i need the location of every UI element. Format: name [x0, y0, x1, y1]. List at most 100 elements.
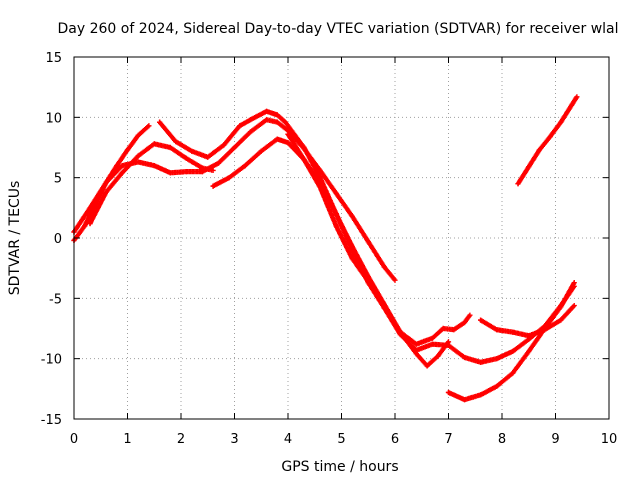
y-tick-label: -10: [41, 353, 62, 368]
data-point: [333, 190, 339, 196]
data-point: [571, 302, 577, 309]
data-point: [381, 264, 387, 270]
data-point: [210, 167, 216, 174]
data-point: [413, 347, 419, 353]
data-point: [547, 134, 553, 140]
x-tick-label: 10: [601, 432, 618, 447]
data-point: [183, 155, 189, 161]
data-point: [119, 170, 125, 176]
x-tick-label: 3: [230, 432, 238, 447]
x-tick-label: 9: [551, 432, 559, 447]
data-point: [429, 341, 436, 347]
data-point: [333, 223, 339, 229]
x-tick-label: 7: [444, 432, 452, 447]
data-point: [189, 148, 195, 154]
data-point: [461, 397, 468, 403]
series-sat-d: [157, 108, 473, 347]
data-point: [242, 163, 248, 169]
data-point: [526, 333, 532, 339]
data-point: [397, 331, 403, 338]
data-point: [381, 305, 387, 311]
data-point: [274, 112, 280, 118]
data-point: [173, 138, 179, 145]
y-tick-label: -5: [49, 292, 62, 307]
series-markers: [285, 131, 576, 365]
series-sat-h: [478, 302, 577, 339]
data-point: [199, 169, 205, 175]
series-markers: [210, 136, 451, 369]
data-point: [103, 179, 109, 186]
data-point: [146, 123, 152, 129]
data-point: [157, 119, 163, 125]
data-point: [413, 341, 419, 347]
data-point: [494, 383, 500, 390]
data-point: [510, 329, 516, 335]
data-point: [349, 213, 355, 219]
x-tick-label: 8: [498, 432, 506, 447]
data-point: [574, 94, 580, 100]
data-point: [247, 129, 254, 135]
series-sat-f: [285, 131, 577, 365]
data-point: [226, 175, 232, 181]
data-point: [87, 220, 93, 227]
data-point: [392, 277, 398, 283]
data-point: [558, 304, 564, 310]
data-point: [461, 354, 468, 361]
data-point: [317, 184, 323, 190]
y-tick-label: 5: [54, 172, 62, 187]
data-point: [467, 312, 473, 318]
series-sat-g: [445, 280, 577, 403]
data-point: [301, 156, 307, 163]
data-point: [349, 243, 355, 250]
data-point: [285, 131, 291, 137]
series-sat-i: [515, 94, 580, 187]
data-point: [478, 359, 484, 365]
x-tick-label: 5: [337, 432, 345, 447]
data-point: [333, 211, 339, 217]
data-point: [429, 335, 436, 341]
data-point: [247, 117, 254, 123]
data-point: [451, 327, 457, 333]
x-tick-label: 4: [284, 432, 292, 447]
data-point: [231, 144, 238, 151]
data-point: [568, 102, 575, 108]
data-point: [210, 183, 216, 189]
data-point: [424, 363, 430, 369]
y-axis-label: SDTVAR / TECUs: [7, 181, 23, 296]
data-points: [71, 94, 580, 403]
data-point: [494, 356, 500, 362]
data-point: [515, 181, 521, 187]
data-point: [542, 327, 548, 333]
data-point: [205, 154, 211, 160]
data-point: [536, 147, 543, 153]
data-point: [103, 189, 109, 195]
data-point: [478, 392, 484, 398]
x-tick-label: 1: [123, 432, 131, 447]
data-point: [135, 153, 141, 159]
data-point: [526, 348, 532, 355]
data-point: [124, 147, 131, 153]
data-point: [183, 169, 189, 175]
data-point: [478, 317, 484, 323]
data-point: [167, 144, 173, 151]
data-point: [445, 389, 452, 396]
data-point: [365, 278, 371, 285]
data-point: [151, 163, 157, 169]
data-point: [264, 108, 270, 114]
data-point: [301, 144, 307, 151]
data-point: [135, 132, 141, 139]
series-sat-e: [210, 136, 452, 369]
data-point: [87, 205, 93, 211]
data-point: [237, 123, 243, 129]
data-point: [167, 170, 173, 176]
data-point: [445, 342, 452, 348]
data-point: [274, 136, 280, 142]
data-point: [510, 348, 516, 355]
chart-title: Day 260 of 2024, Sidereal Day-to-day VTE…: [57, 21, 618, 37]
data-point: [510, 370, 516, 376]
data-point: [114, 163, 120, 169]
data-point: [494, 327, 500, 333]
data-point: [285, 140, 291, 146]
x-tick-label: 2: [177, 432, 185, 447]
